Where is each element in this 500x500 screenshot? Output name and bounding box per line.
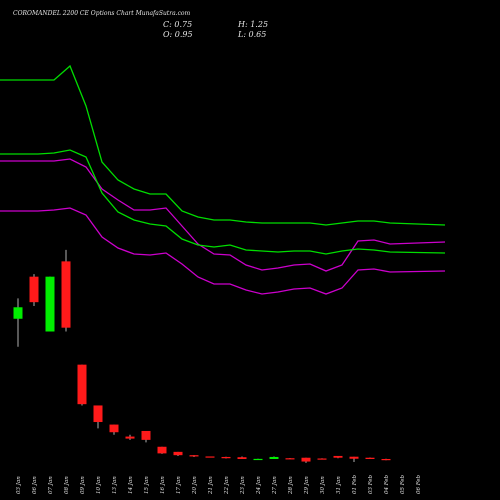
- indicator-lines: [0, 64, 446, 295]
- x-tick-label: 03 Feb: [368, 474, 374, 494]
- indicator-line-3: [0, 149, 446, 255]
- candle: [61, 249, 71, 332]
- candle: [93, 405, 103, 429]
- candle: [109, 424, 119, 435]
- candle: [237, 456, 247, 459]
- x-tick-label: 31 Jan: [336, 476, 342, 494]
- candle: [381, 458, 391, 461]
- candle: [221, 456, 231, 459]
- candle: [77, 364, 87, 406]
- high-value: H: 1.25: [237, 20, 268, 29]
- candle: [157, 446, 167, 454]
- candle-body: [141, 430, 151, 440]
- candle-body: [285, 458, 295, 460]
- x-tick-label: 15 Jan: [144, 476, 150, 494]
- candle-body: [93, 405, 103, 423]
- candle-body: [157, 446, 167, 454]
- x-tick-label: 10 Jan: [96, 476, 102, 494]
- candle: [29, 274, 39, 306]
- candle: [285, 457, 295, 460]
- x-tick-label: 16 Jan: [160, 476, 166, 494]
- candle-body: [61, 261, 71, 328]
- candle-body: [237, 457, 247, 459]
- x-tick-label: 17 Jan: [176, 476, 182, 494]
- candle-body: [365, 457, 375, 459]
- open-value: O: 0.95: [163, 30, 193, 39]
- x-tick-label: 20 Jan: [192, 476, 198, 495]
- x-tick-label: 06 Feb: [416, 474, 422, 494]
- close-value: C: 0.75: [163, 20, 192, 29]
- candle-body: [205, 456, 215, 458]
- candle: [333, 455, 343, 459]
- candle-body: [381, 459, 391, 461]
- candle: [45, 276, 55, 332]
- indicator-line-4: [0, 207, 446, 295]
- candle: [125, 434, 135, 440]
- candlesticks: [13, 249, 391, 463]
- candle-body: [317, 458, 327, 460]
- x-tick-label: 03 Jan: [16, 476, 22, 494]
- candle: [141, 430, 151, 443]
- candle-body: [45, 276, 55, 332]
- candle-body: [301, 457, 311, 462]
- candle: [173, 451, 183, 456]
- candle: [349, 456, 359, 463]
- candle-body: [349, 456, 359, 459]
- candle: [205, 456, 215, 458]
- x-axis-labels: 03 Jan 06 Jan 07 Jan 08 Jan 09 Jan 10 Jan 13 J…: [16, 474, 422, 495]
- chart-title: COROMANDEL 2200 CE Options Chart MunafaS…: [13, 10, 191, 17]
- candle-body: [29, 276, 39, 303]
- x-tick-label: 23 Jan: [240, 476, 246, 495]
- x-tick-label: 22 Jan: [224, 476, 230, 495]
- x-tick-label: 28 Jan: [288, 476, 294, 495]
- candle: [301, 457, 311, 463]
- candle-body: [221, 456, 231, 459]
- low-value: L: 0.65: [237, 30, 266, 39]
- x-tick-label: 29 Jan: [304, 476, 310, 495]
- candle-body: [125, 436, 135, 439]
- candle-body: [189, 455, 199, 457]
- x-tick-label: 24 Jan: [256, 476, 262, 495]
- candle: [189, 455, 199, 457]
- candle: [269, 456, 279, 459]
- candle: [253, 458, 263, 461]
- x-tick-label: 13 Jan: [112, 476, 118, 494]
- candle: [13, 298, 23, 347]
- candle: [365, 457, 375, 459]
- x-tick-label: 05 Feb: [400, 474, 406, 494]
- x-tick-label: 09 Jan: [80, 476, 86, 494]
- x-tick-label: 07 Jan: [48, 476, 54, 494]
- candle-body: [109, 424, 119, 433]
- x-tick-label: 21 Jan: [208, 476, 214, 495]
- x-tick-label: 30 Jan: [320, 476, 326, 494]
- candle-body: [269, 456, 279, 459]
- candle-body: [173, 451, 183, 456]
- indicator-line-1: [0, 64, 446, 226]
- x-tick-label: 01 Feb: [352, 474, 358, 494]
- candle-body: [253, 458, 263, 461]
- x-tick-label: 04 Feb: [384, 474, 390, 494]
- x-tick-label: 14 Jan: [128, 476, 134, 494]
- candle-body: [77, 364, 87, 405]
- candle: [317, 458, 327, 460]
- x-tick-label: 27 Jan: [272, 476, 278, 495]
- candle-body: [13, 307, 23, 319]
- x-tick-label: 08 Jan: [64, 476, 70, 494]
- candle-body: [333, 455, 343, 458]
- x-tick-label: 06 Jan: [32, 476, 38, 494]
- indicator-line-2: [0, 158, 446, 272]
